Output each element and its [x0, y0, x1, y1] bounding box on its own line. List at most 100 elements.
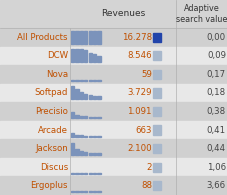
Bar: [93, 54, 96, 62]
Bar: [152, 70, 161, 79]
Bar: [79, 173, 83, 174]
Bar: [97, 56, 100, 62]
Bar: [84, 80, 87, 81]
Bar: [71, 173, 74, 174]
Bar: [84, 94, 87, 99]
Text: 59: 59: [141, 70, 151, 79]
Bar: [152, 125, 161, 135]
Bar: [88, 173, 91, 174]
Text: 2: 2: [146, 163, 151, 172]
Text: 8.546: 8.546: [127, 51, 151, 60]
Bar: [79, 191, 83, 192]
Bar: [71, 143, 74, 155]
Bar: [75, 149, 78, 155]
Text: All Products: All Products: [17, 33, 68, 42]
Text: Jackson: Jackson: [35, 144, 68, 153]
Text: 663: 663: [135, 126, 151, 135]
Bar: [71, 133, 74, 136]
Text: Ergoplus: Ergoplus: [30, 181, 68, 190]
Text: Adaptive
search value: Adaptive search value: [175, 4, 227, 24]
Bar: [0, 158, 227, 176]
Bar: [0, 65, 227, 84]
Bar: [75, 173, 78, 174]
Bar: [75, 135, 78, 136]
Bar: [88, 153, 91, 155]
Bar: [97, 191, 100, 192]
Bar: [0, 102, 227, 121]
Bar: [93, 153, 96, 155]
Bar: [88, 95, 91, 99]
Bar: [97, 80, 100, 81]
Text: 0,38: 0,38: [206, 107, 225, 116]
Bar: [84, 191, 87, 192]
Bar: [152, 162, 161, 172]
Bar: [79, 116, 83, 118]
Bar: [97, 117, 100, 118]
Bar: [79, 80, 83, 81]
Bar: [152, 181, 161, 190]
Bar: [79, 135, 83, 136]
Bar: [75, 80, 78, 81]
Bar: [71, 86, 74, 99]
Bar: [79, 92, 83, 99]
Bar: [84, 116, 87, 118]
Text: 3,66: 3,66: [206, 181, 225, 190]
Bar: [84, 173, 87, 174]
Text: 0,44: 0,44: [206, 144, 225, 153]
Bar: [71, 80, 74, 81]
Bar: [93, 173, 96, 174]
Bar: [88, 80, 91, 81]
Bar: [152, 107, 161, 116]
Bar: [84, 50, 87, 62]
Bar: [75, 89, 78, 99]
Bar: [97, 173, 100, 174]
Bar: [88, 53, 91, 62]
Bar: [93, 117, 96, 118]
Text: DCW: DCW: [47, 51, 68, 60]
Text: Discus: Discus: [39, 163, 68, 172]
Bar: [0, 176, 227, 195]
Bar: [71, 112, 74, 118]
Bar: [0, 0, 227, 28]
Bar: [0, 47, 227, 65]
Text: 0,09: 0,09: [206, 51, 225, 60]
Bar: [97, 31, 100, 44]
Bar: [84, 31, 87, 44]
Text: 0,17: 0,17: [206, 70, 225, 79]
Text: 2.100: 2.100: [127, 144, 151, 153]
Bar: [71, 31, 74, 44]
Bar: [75, 49, 78, 62]
Bar: [75, 31, 78, 44]
Text: 0,18: 0,18: [206, 89, 225, 98]
Bar: [93, 31, 96, 44]
Text: Softpad: Softpad: [35, 89, 68, 98]
Text: 1,06: 1,06: [206, 163, 225, 172]
Bar: [97, 97, 100, 99]
Bar: [152, 88, 161, 98]
Bar: [0, 121, 227, 139]
Bar: [0, 139, 227, 158]
Bar: [97, 153, 100, 155]
Bar: [152, 144, 161, 153]
Text: 1.091: 1.091: [127, 107, 151, 116]
Bar: [93, 80, 96, 81]
Bar: [88, 117, 91, 118]
Text: Arcade: Arcade: [38, 126, 68, 135]
Bar: [79, 31, 83, 44]
Bar: [75, 115, 78, 118]
Bar: [79, 49, 83, 62]
Bar: [0, 84, 227, 102]
Bar: [75, 191, 78, 192]
Bar: [152, 51, 161, 60]
Text: Nova: Nova: [46, 70, 68, 79]
Text: 88: 88: [140, 181, 151, 190]
Text: 3.729: 3.729: [127, 89, 151, 98]
Bar: [93, 96, 96, 99]
Text: 0,00: 0,00: [206, 33, 225, 42]
Bar: [71, 191, 74, 192]
Text: Precisio: Precisio: [35, 107, 68, 116]
Bar: [88, 31, 91, 44]
Bar: [71, 49, 74, 62]
Bar: [88, 191, 91, 192]
Text: Revenues: Revenues: [100, 10, 145, 19]
